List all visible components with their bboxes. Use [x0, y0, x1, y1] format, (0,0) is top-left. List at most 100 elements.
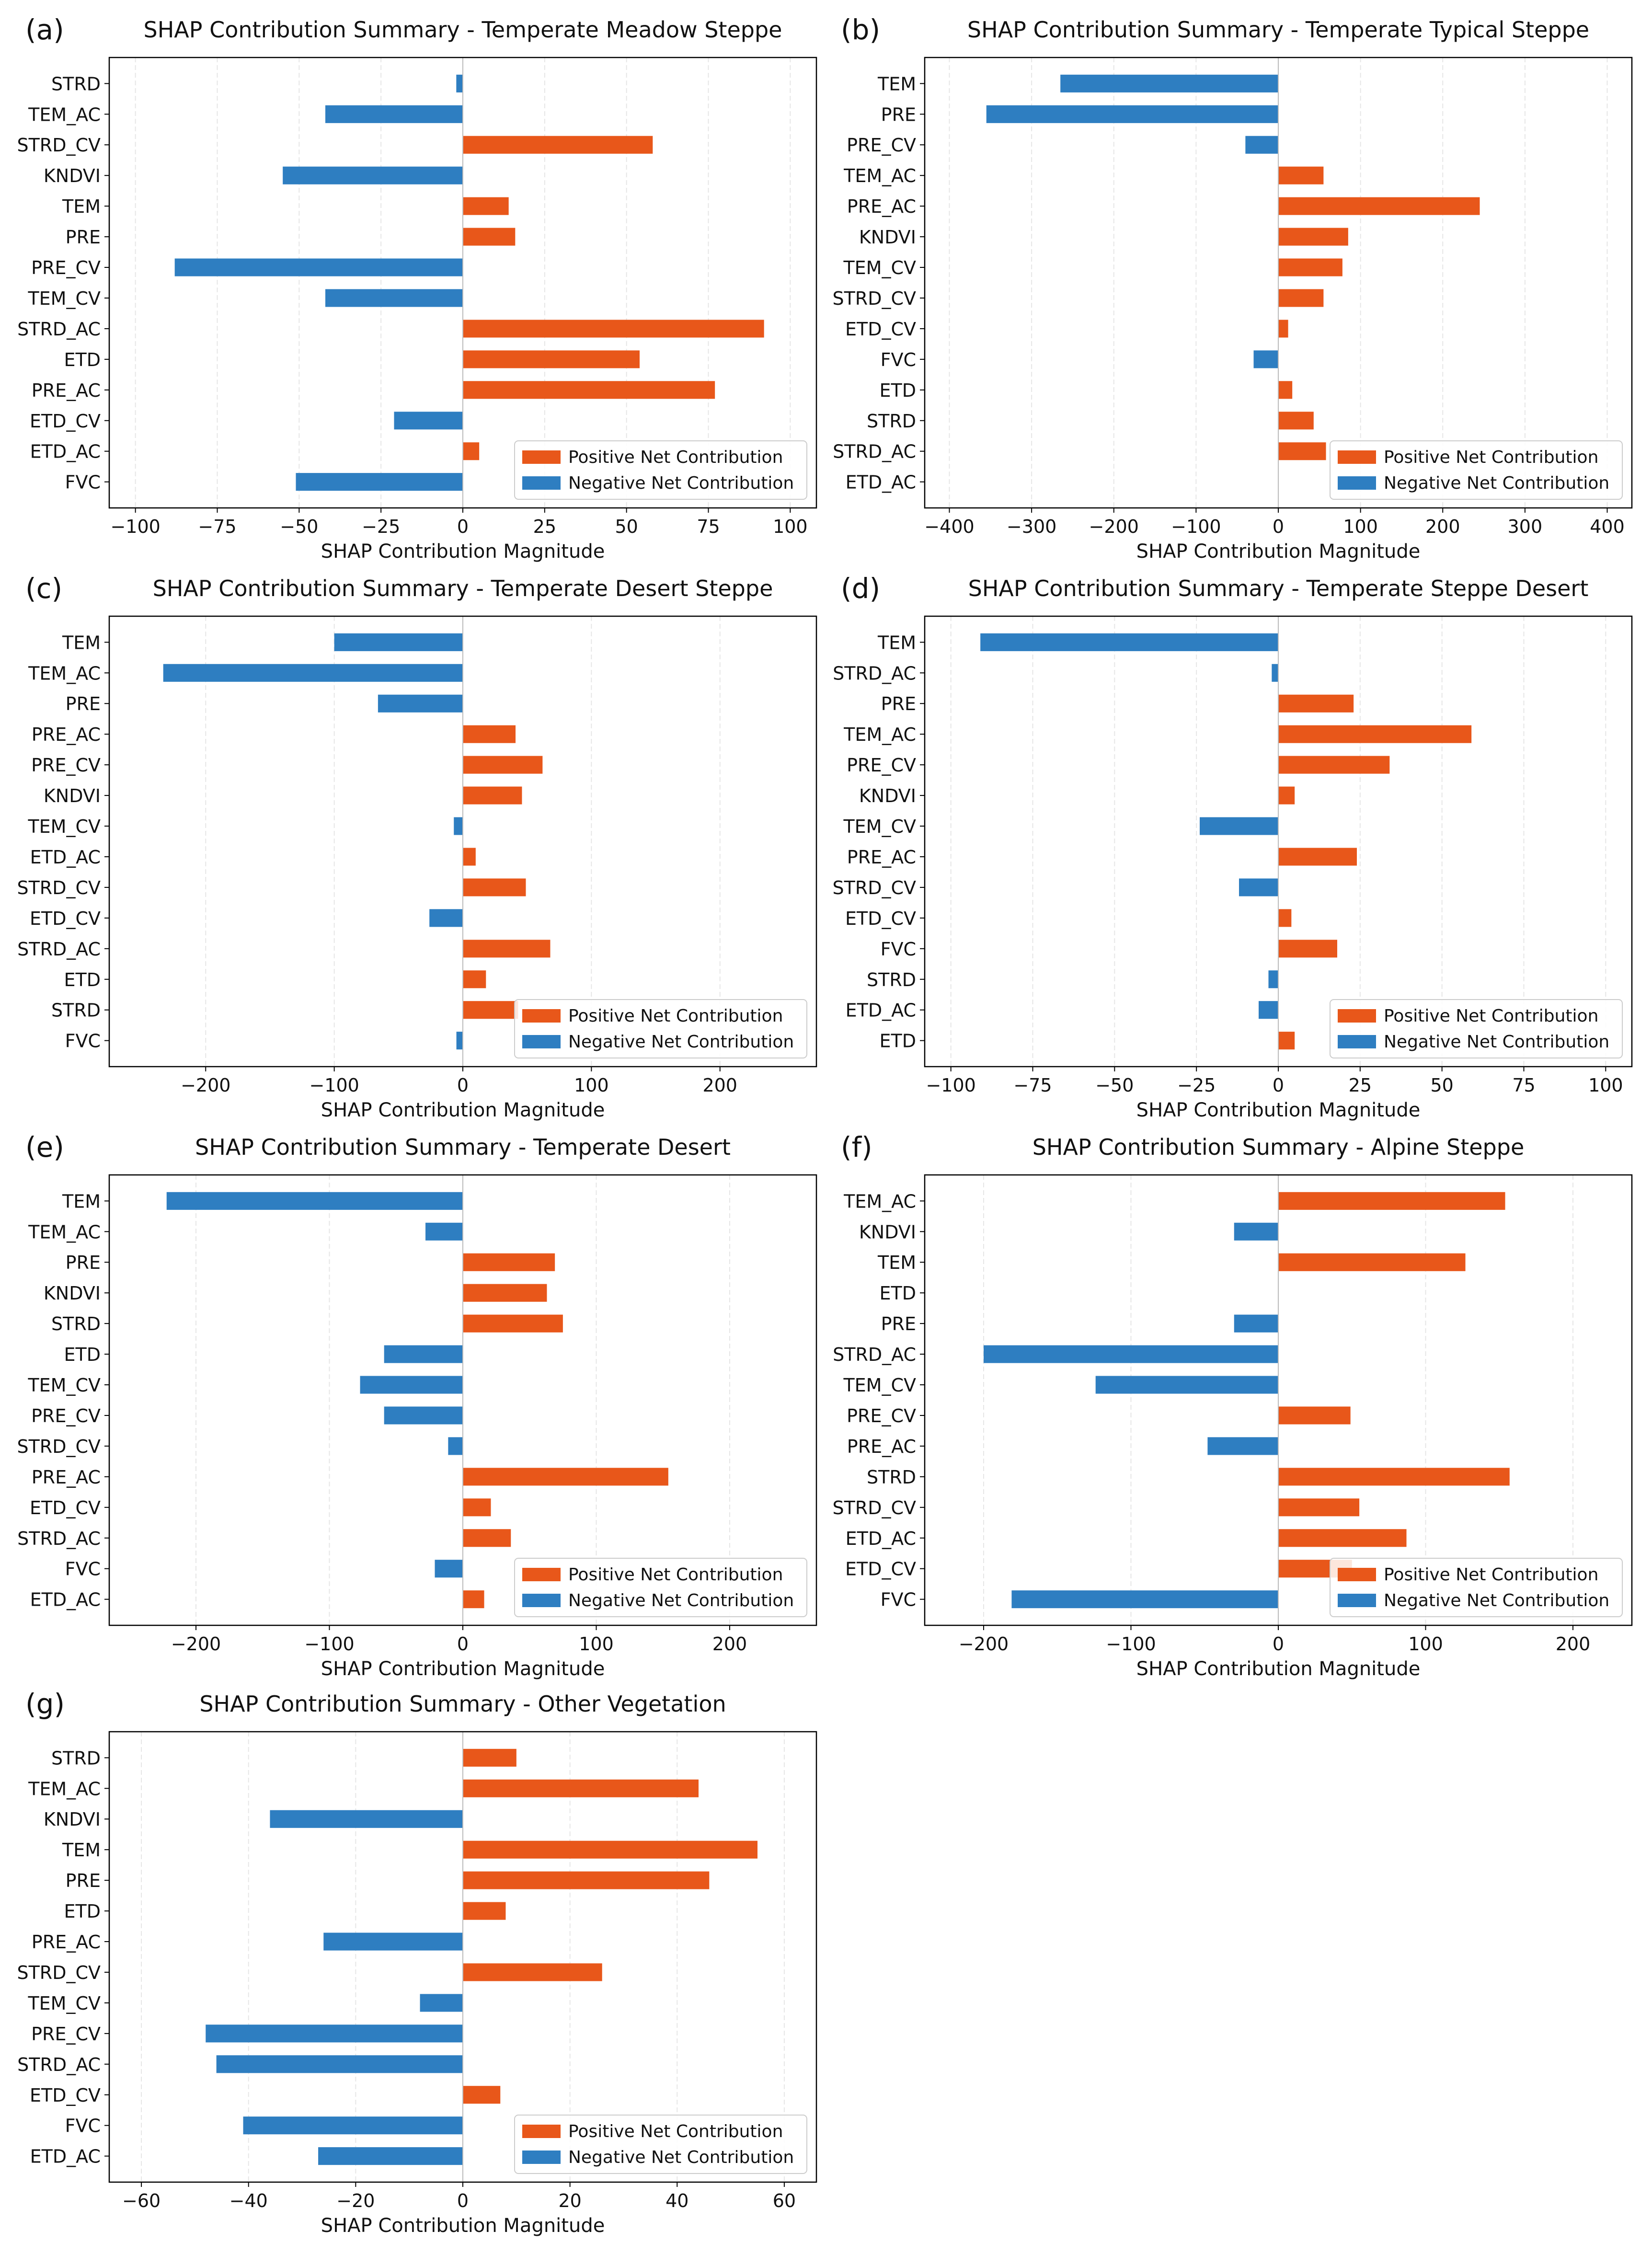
chart-title: SHAP Contribution Summary - Other Vegeta…: [199, 1691, 726, 1717]
x-tick-label: −100: [926, 1075, 975, 1096]
legend: Positive Net Contribution Negative Net Co…: [1330, 440, 1623, 500]
chart-panel: TEM PRE PRE_CV TEM_AC PRE_AC KNDVI TEM_CV STRD_…: [832, 13, 1633, 563]
bar-etd-cv: [463, 2086, 501, 2104]
y-tick-label: FVC: [65, 2116, 101, 2137]
y-tick-label: ETD_AC: [30, 847, 101, 868]
y-tick-label: FVC: [65, 1559, 101, 1580]
x-axis-label: SHAP Contribution Magnitude: [1136, 1658, 1421, 1680]
bar-etd: [1278, 381, 1293, 399]
bar-etd: [463, 970, 486, 989]
x-tick-label: −25: [362, 516, 400, 537]
y-tick-label: ETD_AC: [846, 472, 916, 493]
y-tick-label: TEM_AC: [843, 165, 916, 186]
y-tick-label: ETD_AC: [846, 1528, 916, 1549]
bar-tem: [980, 633, 1278, 651]
x-tick-label: 25: [1349, 1075, 1372, 1096]
bar-strd: [1278, 412, 1314, 430]
y-tick-label: STRD_CV: [832, 288, 916, 309]
bar-strd-cv: [448, 1437, 463, 1455]
panel-label: (a): [25, 13, 64, 46]
legend-label-negative: Negative Net Contribution: [568, 2148, 794, 2167]
y-tick-label: STRD: [867, 969, 916, 990]
bar-etd-cv: [1278, 320, 1288, 338]
y-tick-label: ETD_CV: [30, 411, 101, 432]
panel-label: (c): [25, 572, 62, 605]
y-tick-label: STRD_AC: [17, 1528, 101, 1549]
x-tick-label: 20: [558, 2190, 581, 2211]
y-tick-label: TEM_AC: [28, 663, 101, 684]
x-tick-label: 75: [697, 516, 720, 537]
y-tick-label: STRD_CV: [17, 877, 101, 898]
bar-strd: [463, 1314, 563, 1333]
bar-etd-cv: [394, 412, 463, 430]
x-tick-label: 0: [1273, 1075, 1284, 1096]
y-tick-label: TEM_CV: [27, 816, 101, 837]
bar-tem-ac: [1278, 725, 1472, 743]
y-tick-label: TEM_CV: [27, 1993, 101, 2014]
bar-kndvi: [1234, 1222, 1278, 1241]
x-tick-label: 0: [457, 2190, 469, 2211]
bar-strd-cv: [463, 878, 526, 897]
legend-swatch-negative: [522, 1594, 561, 1607]
y-tick-label: ETD: [64, 969, 101, 990]
bar-tem-cv: [1095, 1376, 1278, 1394]
bar-pre-cv: [174, 258, 463, 276]
bar-kndvi: [283, 166, 463, 184]
bar-pre-ac: [463, 381, 715, 399]
bar-pre-ac: [463, 1468, 668, 1486]
y-tick-label: PRE: [881, 1313, 916, 1334]
x-tick-label: −200: [181, 1075, 230, 1096]
x-tick-label: −100: [304, 1633, 354, 1655]
x-axis-label: SHAP Contribution Magnitude: [1136, 540, 1421, 563]
bar-etd-ac: [318, 2147, 463, 2165]
bar-strd-cv: [463, 1963, 602, 1981]
legend-swatch-negative: [1338, 476, 1376, 490]
x-tick-label: −60: [122, 2190, 161, 2211]
y-tick-label: ETD_AC: [30, 441, 101, 462]
chart-title: SHAP Contribution Summary - Temperate St…: [968, 575, 1589, 601]
bar-strd-ac: [1278, 442, 1326, 460]
y-tick-label: PRE_AC: [32, 1932, 101, 1953]
x-axis-label: SHAP Contribution Magnitude: [321, 1099, 605, 1121]
y-tick-label: ETD: [880, 380, 916, 401]
y-tick-label: TEM_AC: [28, 1778, 101, 1799]
legend-swatch-positive: [522, 1568, 561, 1581]
bar-strd-cv: [1278, 289, 1324, 307]
y-tick-label: PRE_AC: [847, 847, 916, 868]
y-tick-label: TEM: [62, 1840, 101, 1861]
bar-fvc: [456, 1032, 463, 1050]
bar-fvc: [1253, 350, 1278, 368]
y-tick-label: KNDVI: [44, 1809, 101, 1830]
x-tick-label: −20: [336, 2190, 375, 2211]
bar-pre-cv: [384, 1406, 463, 1425]
bar-tem-cv: [360, 1376, 463, 1394]
bar-kndvi: [1278, 786, 1295, 805]
legend-label-negative: Negative Net Contribution: [1384, 1032, 1609, 1052]
y-tick-label: ETD_CV: [30, 908, 101, 929]
y-tick-label: TEM: [62, 196, 101, 217]
y-tick-label: ETD: [64, 1901, 101, 1922]
bar-tem-ac: [163, 664, 463, 682]
y-tick-label: PRE: [66, 227, 101, 248]
chart-panel: TEM STRD_AC PRE TEM_AC PRE_CV KNDVI TEM_CV PRE_…: [832, 572, 1633, 1121]
y-tick-label: ETD: [64, 349, 101, 370]
x-tick-label: 100: [1343, 516, 1378, 537]
y-tick-label: PRE_CV: [847, 1405, 916, 1426]
y-tick-label: PRE_CV: [31, 2024, 101, 2045]
legend-label-positive: Positive Net Contribution: [568, 448, 783, 467]
x-tick-label: 60: [773, 2190, 796, 2211]
y-tick-label: STRD_CV: [832, 877, 916, 898]
panel-label: (g): [25, 1688, 65, 1720]
x-axis-label: SHAP Contribution Magnitude: [321, 2215, 605, 2237]
legend-label-positive: Positive Net Contribution: [1384, 1006, 1598, 1026]
bar-strd: [456, 74, 463, 92]
y-tick-label: FVC: [65, 472, 101, 493]
x-tick-label: −50: [1095, 1075, 1134, 1096]
bar-etd-ac: [1278, 1529, 1407, 1547]
panel-label: (d): [841, 572, 880, 605]
y-tick-label: ETD: [880, 1031, 916, 1052]
x-tick-label: −200: [171, 1633, 221, 1655]
x-tick-label: 75: [1512, 1075, 1535, 1096]
x-tick-label: −100: [309, 1075, 359, 1096]
